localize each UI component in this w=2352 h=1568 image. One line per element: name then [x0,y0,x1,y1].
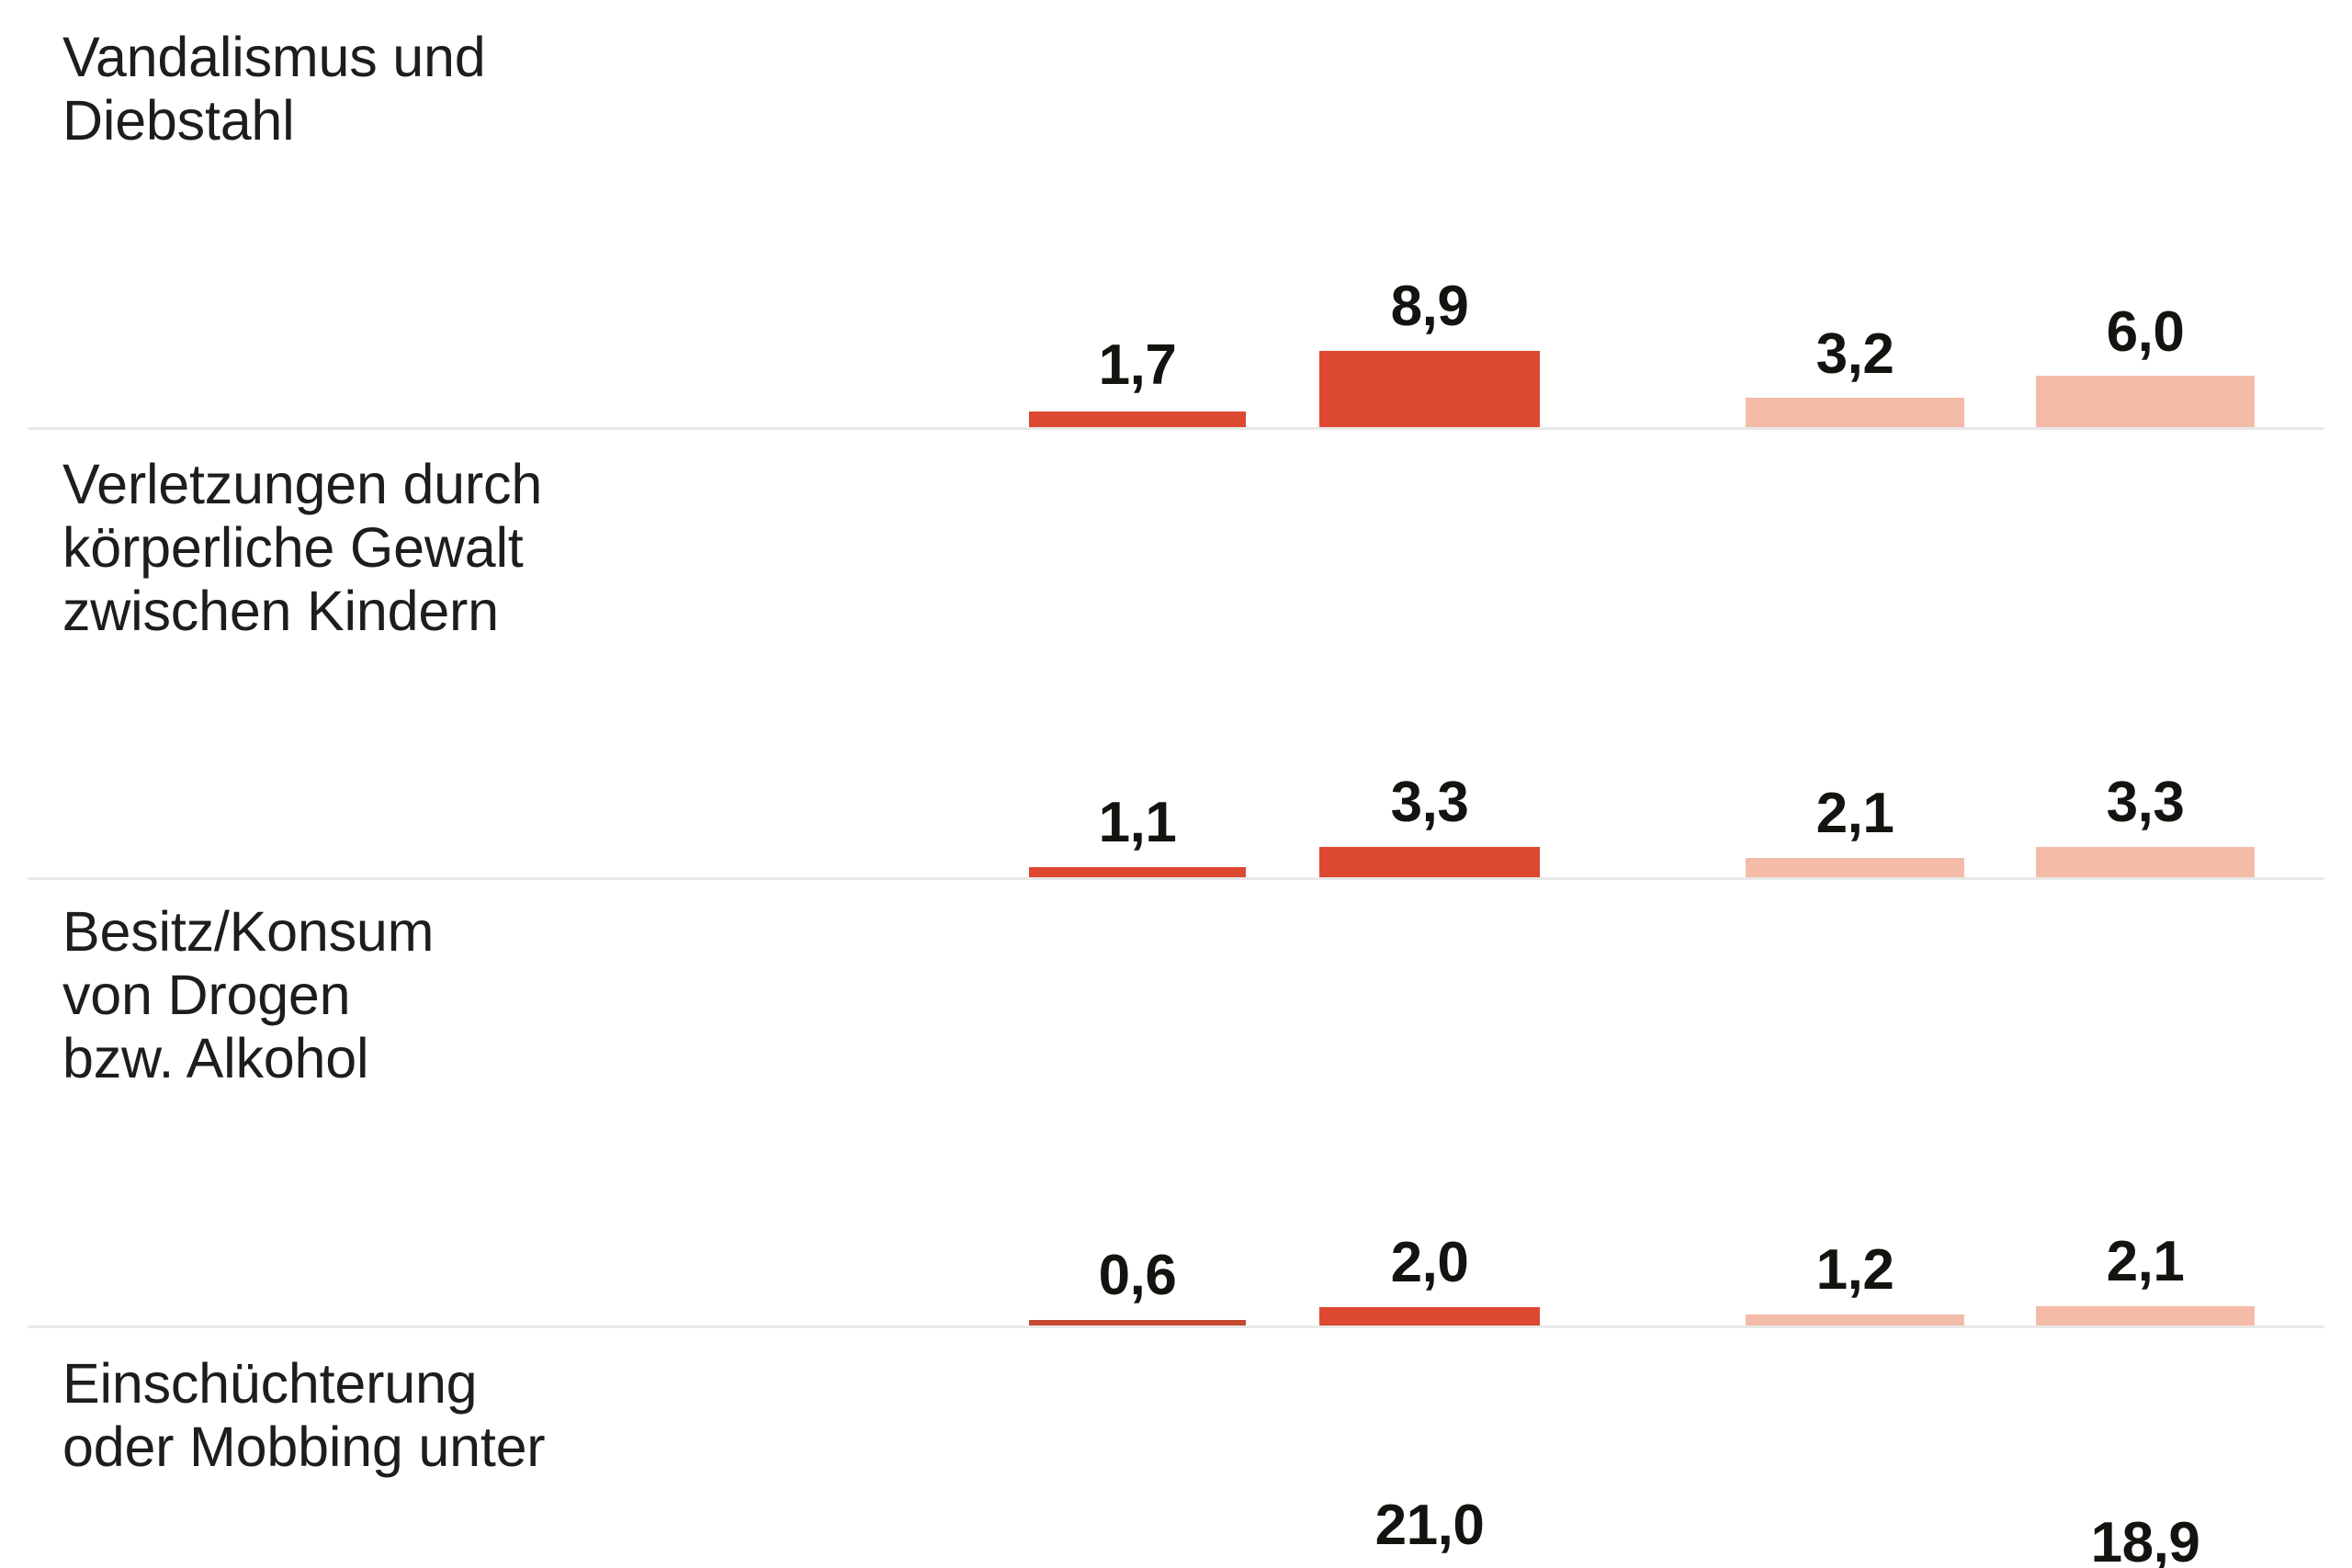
bar-value-2-4: 3,3 [2106,771,2185,834]
row-divider-1 [28,427,2324,430]
bar-group-3-series-4[interactable]: 2,1 [2036,880,2255,1325]
bar-group-4-series-4[interactable]: 18,9 [2036,1328,2255,1568]
bar-2-1 [1029,867,1246,877]
row-label-4: Einschüchterung oder Mobbing unter [62,1352,546,1478]
bar-group-3-series-2[interactable]: 2,0 [1319,880,1540,1325]
bar-value-3-1: 0,6 [1098,1244,1177,1307]
bar-value-4-4: 18,9 [2090,1511,2200,1568]
row-label-2: Verletzungen durch körperliche Gewalt zw… [62,453,543,642]
bar-value-3-4: 2,1 [2106,1230,2185,1293]
row-label-1: Vandalismus und Diebstahl [62,26,486,152]
chart-row-drogen: Besitz/Konsum von Drogen bzw. Alkohol 0,… [0,880,2352,1328]
bar-1-1 [1029,412,1246,427]
bar-group-2-series-2[interactable]: 3,3 [1319,430,1540,877]
bar-3-1 [1029,1320,1246,1325]
bar-group-2-series-4[interactable]: 3,3 [2036,430,2255,877]
bar-value-3-3: 1,2 [1815,1238,1894,1302]
bar-group-1-series-4[interactable]: 6,0 [2036,0,2255,427]
bar-2-4 [2036,847,2255,877]
row-divider-2 [28,877,2324,880]
bar-value-1-4: 6,0 [2106,300,2185,364]
bar-value-2-1: 1,1 [1098,791,1177,854]
bar-3-3 [1746,1314,1964,1325]
bar-group-2-series-3[interactable]: 2,1 [1746,430,1964,877]
bar-value-3-2: 2,0 [1390,1231,1469,1294]
bar-value-1-2: 8,9 [1390,275,1469,338]
bar-group-1-series-1[interactable]: 1,7 [1029,0,1246,427]
bar-2-3 [1746,858,1964,877]
bar-3-4 [2036,1306,2255,1325]
bar-3-2 [1319,1307,1540,1325]
bar-value-1-1: 1,7 [1098,333,1177,397]
chart-row-mobbing: Einschüchterung oder Mobbing unter 21,0 … [0,1328,2352,1568]
bar-2-2 [1319,847,1540,877]
bar-1-4 [2036,376,2255,427]
bar-group-1-series-3[interactable]: 3,2 [1746,0,1964,427]
bar-value-2-3: 2,1 [1815,782,1894,845]
bar-group-4-series-2[interactable]: 21,0 [1319,1328,1540,1568]
row-label-3: Besitz/Konsum von Drogen bzw. Alkohol [62,900,435,1089]
bar-group-3-series-3[interactable]: 1,2 [1746,880,1964,1325]
chart-row-vandalismus: Vandalismus und Diebstahl 1,7 8,9 3,2 6,… [0,0,2352,430]
bar-value-4-2: 21,0 [1374,1494,1485,1557]
bar-group-2-series-1[interactable]: 1,1 [1029,430,1246,877]
bar-value-1-3: 3,2 [1815,322,1894,386]
bar-1-2 [1319,351,1540,427]
chart-row-verletzungen: Verletzungen durch körperliche Gewalt zw… [0,430,2352,880]
row-divider-3 [28,1325,2324,1328]
bar-value-2-2: 3,3 [1390,771,1469,834]
bar-1-3 [1746,398,1964,427]
bar-group-1-series-2[interactable]: 8,9 [1319,0,1540,427]
bar-group-3-series-1[interactable]: 0,6 [1029,880,1246,1325]
